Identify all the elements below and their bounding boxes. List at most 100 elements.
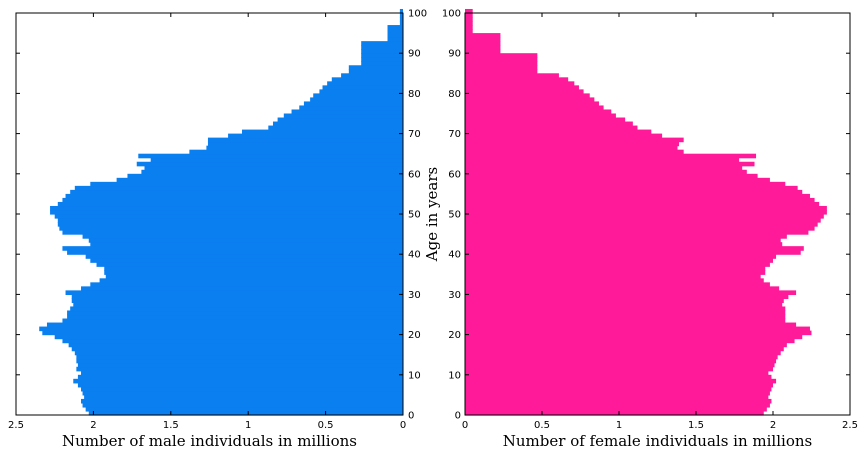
female-bar — [465, 214, 824, 219]
male-bar — [104, 270, 404, 275]
female-bar — [465, 81, 575, 86]
female-bar — [465, 205, 827, 211]
female-bar — [465, 278, 764, 283]
female-x-tick-label: 1 — [616, 420, 622, 431]
male-bar — [65, 290, 403, 295]
female-bar — [465, 314, 786, 320]
female-bar — [465, 25, 473, 30]
female-bar — [465, 390, 770, 396]
male-bar — [399, 21, 403, 26]
male-y-tick-label: 70 — [408, 129, 421, 140]
female-bar — [465, 89, 584, 94]
male-bar — [85, 254, 403, 259]
male-x-tick-label: 0.5 — [318, 420, 334, 431]
female-bar — [465, 398, 772, 404]
male-bar — [67, 314, 403, 320]
female-bar — [465, 250, 801, 255]
male-bar — [62, 246, 403, 251]
male-bar — [67, 310, 403, 316]
male-bar — [361, 41, 403, 46]
male-bar — [81, 386, 404, 392]
male-bar — [90, 282, 404, 287]
male-y-tick-label: 10 — [408, 370, 421, 381]
male-bar — [88, 410, 403, 416]
female-bar — [465, 157, 740, 163]
male-bar — [70, 189, 404, 195]
female-bar — [465, 262, 770, 267]
male-bar — [141, 169, 403, 175]
female-bar — [465, 358, 777, 364]
female-bar — [465, 382, 773, 388]
female-bar — [465, 21, 473, 26]
male-bar — [76, 366, 404, 372]
female-bar — [465, 310, 786, 316]
female-bar — [465, 41, 501, 46]
male-bar — [62, 318, 403, 324]
y-axis-label: Age in years — [423, 167, 441, 262]
female-bar — [465, 49, 501, 54]
male-x-axis-label: Number of male individuals in millions — [62, 432, 357, 450]
female-bar — [465, 121, 633, 127]
male-y-tick-label: 20 — [408, 330, 421, 341]
female-bar — [465, 57, 538, 62]
male-x-tick-label: 2 — [90, 420, 96, 431]
female-bar — [465, 366, 773, 372]
male-bar — [42, 330, 403, 336]
female-bar — [465, 105, 604, 111]
male-bar — [77, 382, 404, 388]
female-x-tick-label: 1.5 — [688, 420, 704, 431]
male-bar — [76, 354, 404, 360]
female-bar — [465, 33, 501, 38]
female-bar — [465, 342, 787, 348]
female-bar — [465, 93, 590, 99]
male-bar — [82, 402, 403, 408]
male-bar — [348, 65, 403, 70]
male-bar — [303, 101, 403, 107]
male-bar — [319, 89, 403, 94]
male-bar — [361, 45, 403, 50]
male-bar — [57, 218, 404, 223]
female-bar — [465, 346, 784, 352]
female-bar — [465, 133, 663, 139]
male-bar — [65, 193, 403, 199]
male-bar — [399, 13, 403, 18]
male-bar — [341, 73, 403, 78]
female-bar — [465, 141, 680, 147]
male-y-tick-label: 50 — [408, 210, 421, 221]
male-bar — [62, 230, 403, 235]
female-bar — [465, 201, 820, 207]
male-bar — [90, 258, 404, 263]
female-bar — [465, 298, 784, 304]
male-bar — [361, 49, 403, 54]
female-bar — [465, 338, 795, 344]
male-bar — [150, 157, 403, 163]
female-y-tick-label: 0 — [455, 411, 461, 422]
female-bar — [465, 230, 809, 235]
male-bar — [207, 137, 403, 143]
female-bar — [465, 53, 538, 58]
male-bar — [96, 262, 403, 267]
male-bar — [67, 250, 403, 255]
male-bar — [77, 374, 404, 380]
male-bar — [54, 214, 403, 219]
female-bar — [465, 274, 761, 279]
male-y-tick-label: 100 — [408, 9, 427, 20]
male-bar — [76, 358, 404, 364]
male-bar — [74, 185, 403, 191]
male-bar — [144, 165, 404, 171]
female-y-tick-label: 40 — [448, 250, 461, 261]
male-bar — [50, 205, 404, 211]
female-bar — [465, 161, 755, 167]
male-bar — [46, 322, 404, 328]
male-bar — [322, 85, 403, 90]
female-bar — [465, 402, 770, 408]
female-bar — [465, 386, 772, 392]
female-bar — [465, 61, 538, 66]
female-bar — [465, 266, 766, 271]
female-bar — [465, 226, 815, 231]
male-bar — [361, 57, 403, 62]
male-bar — [136, 161, 404, 167]
female-bar — [465, 185, 798, 191]
male-bar — [116, 177, 404, 183]
female-bar — [465, 85, 579, 90]
